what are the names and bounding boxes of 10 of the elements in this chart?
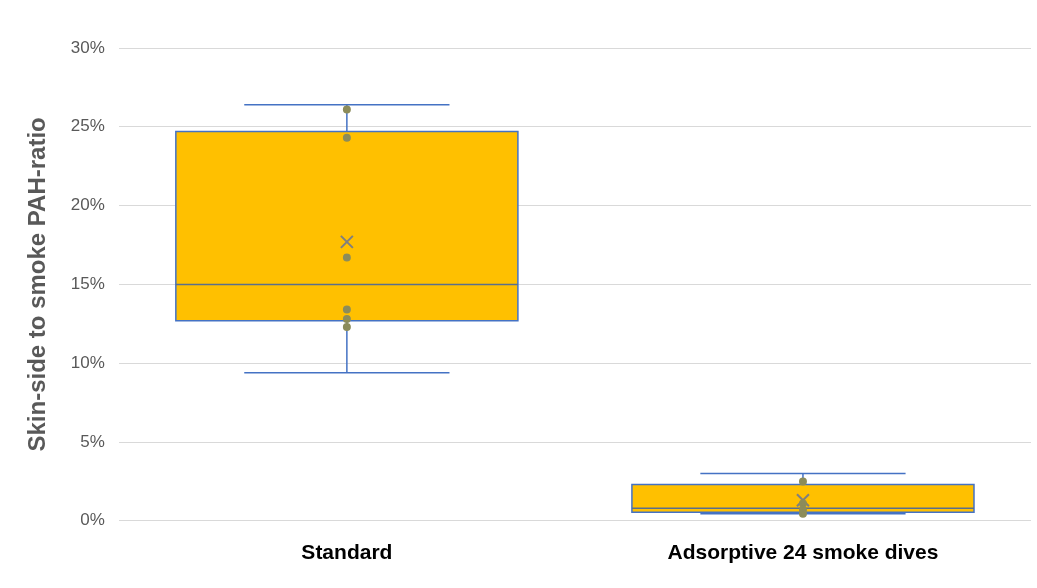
y-tick-label: 10% (70, 352, 105, 372)
y-tick-label: 0% (80, 510, 105, 530)
x-tick-label: Standard (301, 540, 393, 564)
x-tick-label: Adsorptive 24 smoke dives (667, 540, 939, 564)
y-tick-label: 5% (80, 431, 105, 451)
y-tick-label: 25% (70, 116, 105, 136)
y-tick-label: 30% (70, 37, 105, 57)
y-tick-label: 20% (70, 195, 105, 215)
y-tick-label: 15% (70, 274, 105, 294)
y-axis-title: Skin-side to smoke PAH-ratio (23, 117, 51, 452)
